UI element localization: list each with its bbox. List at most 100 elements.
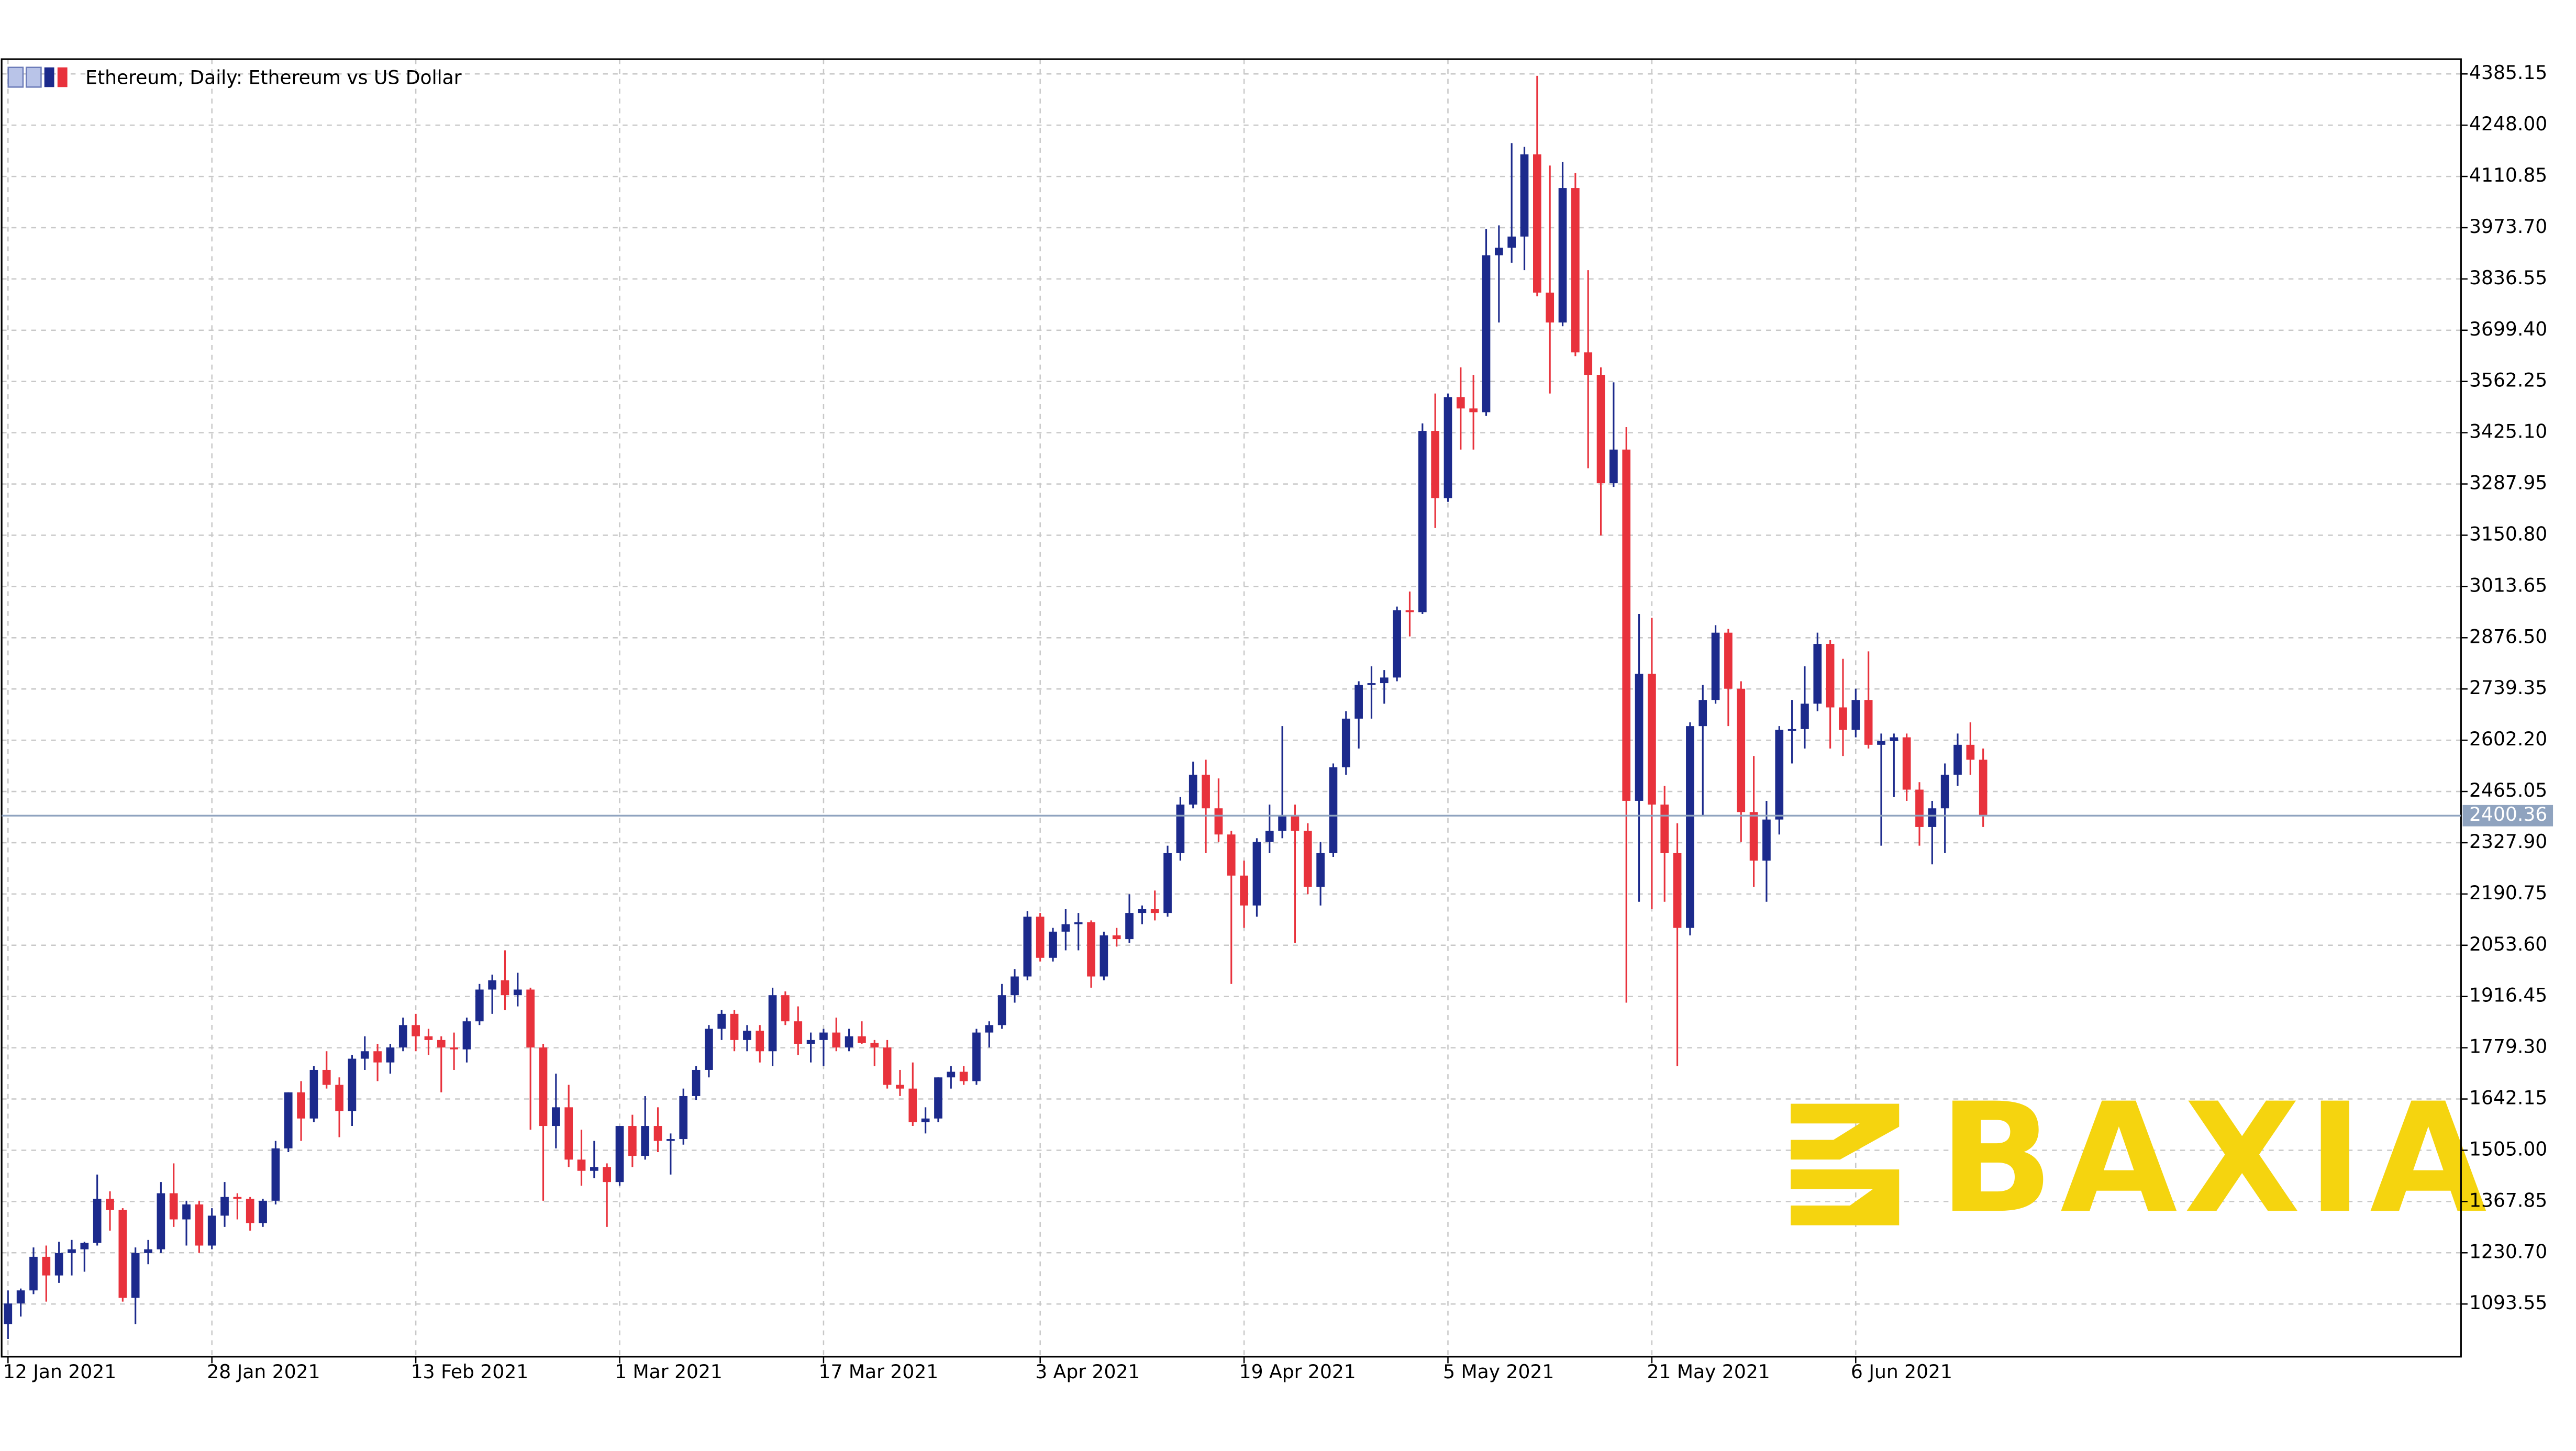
y-tick-label: 1642.15 bbox=[2469, 1087, 2547, 1109]
candle-body bbox=[819, 1032, 828, 1040]
candle-body bbox=[934, 1077, 942, 1119]
candle-body bbox=[1839, 707, 1847, 730]
symbol-icon bbox=[7, 66, 68, 88]
candle-body bbox=[1877, 741, 1885, 745]
x-tick-label: 21 May 2021 bbox=[1647, 1361, 1770, 1383]
candle-body bbox=[398, 1025, 407, 1048]
candle-body bbox=[1125, 913, 1134, 940]
candle-body bbox=[1546, 293, 1555, 323]
candle-body bbox=[118, 1210, 127, 1298]
candle-body bbox=[513, 989, 522, 996]
candle-body bbox=[220, 1197, 229, 1216]
candle-body bbox=[1813, 644, 1822, 704]
candle-body bbox=[1648, 674, 1656, 805]
candle-body bbox=[450, 1047, 458, 1050]
candle-body bbox=[144, 1249, 152, 1253]
candle-body bbox=[1011, 976, 1019, 996]
candle-body bbox=[1252, 842, 1261, 906]
candle-body bbox=[1444, 397, 1452, 498]
candle-body bbox=[1698, 700, 1707, 727]
y-tick-label: 2190.75 bbox=[2469, 882, 2547, 904]
candle-body bbox=[1278, 816, 1286, 831]
candle-body bbox=[1966, 744, 1975, 760]
candle-body bbox=[1686, 726, 1694, 928]
candle-body bbox=[1265, 831, 1274, 842]
x-tick-label: 12 Jan 2021 bbox=[3, 1361, 116, 1383]
candle-body bbox=[641, 1126, 650, 1156]
y-tick-label: 1916.45 bbox=[2469, 985, 2547, 1007]
candle-body bbox=[93, 1199, 102, 1243]
candle-body bbox=[1393, 610, 1401, 678]
candle-body bbox=[437, 1040, 446, 1048]
x-tick-label: 1 Mar 2021 bbox=[615, 1361, 723, 1383]
candle-body bbox=[106, 1199, 114, 1210]
candle-body bbox=[1787, 729, 1796, 731]
candle-body bbox=[1724, 632, 1733, 689]
candle-body bbox=[424, 1036, 433, 1040]
logo-shape bbox=[1791, 1169, 1900, 1225]
candle-body bbox=[157, 1193, 165, 1249]
candle-body bbox=[1609, 449, 1618, 484]
candle-body bbox=[806, 1040, 815, 1044]
candle-body bbox=[1507, 236, 1516, 248]
candle-body bbox=[309, 1069, 318, 1119]
candle-body bbox=[1979, 760, 1987, 816]
last-price-label: 2400.36 bbox=[2469, 803, 2547, 825]
candle-body bbox=[373, 1051, 382, 1063]
candle-body bbox=[883, 1047, 892, 1085]
candle-body bbox=[858, 1036, 866, 1043]
candle-body bbox=[1227, 834, 1236, 876]
candle-body bbox=[1418, 431, 1427, 612]
candle-body bbox=[207, 1215, 216, 1246]
candle-body bbox=[985, 1025, 994, 1033]
candle-body bbox=[233, 1197, 242, 1199]
candle-body bbox=[832, 1032, 841, 1048]
candle-body bbox=[1405, 610, 1414, 612]
candle-body bbox=[462, 1021, 471, 1050]
candle-body bbox=[972, 1032, 981, 1081]
candle-body bbox=[1202, 774, 1210, 809]
candle-body bbox=[360, 1051, 369, 1059]
candle-body bbox=[1915, 789, 1924, 827]
candle-body bbox=[564, 1107, 573, 1160]
candle-body bbox=[590, 1167, 598, 1171]
candle-body bbox=[692, 1069, 701, 1096]
candle-body bbox=[501, 980, 509, 996]
candle-body bbox=[1112, 935, 1121, 940]
y-tick-label: 2739.35 bbox=[2469, 677, 2547, 699]
plot-frame bbox=[1, 58, 2462, 1358]
candle-body bbox=[653, 1126, 662, 1141]
candle-body bbox=[1100, 935, 1108, 977]
candle-body bbox=[182, 1204, 191, 1220]
x-tick-label: 17 Mar 2021 bbox=[819, 1361, 939, 1383]
candle-body bbox=[131, 1253, 140, 1298]
candle-body bbox=[1482, 255, 1491, 412]
candle-body bbox=[1826, 644, 1835, 708]
candle-body bbox=[1074, 922, 1083, 924]
candle-body bbox=[488, 980, 496, 990]
candle-body bbox=[169, 1193, 178, 1220]
candle-body bbox=[1163, 853, 1172, 913]
y-tick-label: 3425.10 bbox=[2469, 421, 2547, 443]
y-tick-label: 4110.85 bbox=[2469, 164, 2547, 186]
y-tick-label: 3836.55 bbox=[2469, 267, 2547, 289]
candle-body bbox=[908, 1088, 917, 1122]
candle-body bbox=[271, 1148, 280, 1201]
candle-body bbox=[1635, 674, 1644, 801]
candle-body bbox=[1061, 924, 1070, 932]
x-tick-label: 28 Jan 2021 bbox=[207, 1361, 320, 1383]
y-tick-label: 2465.05 bbox=[2469, 779, 2547, 801]
candle-body bbox=[1673, 853, 1682, 928]
candle-body bbox=[1431, 431, 1439, 498]
candle-body bbox=[1494, 248, 1503, 255]
candle-body bbox=[80, 1243, 89, 1249]
candle-body bbox=[794, 1021, 803, 1044]
candle-body bbox=[1584, 352, 1593, 375]
candle-body bbox=[297, 1092, 305, 1119]
candle-body bbox=[768, 995, 777, 1052]
candle-body bbox=[1341, 718, 1350, 767]
y-tick-label: 2327.90 bbox=[2469, 831, 2547, 853]
candle-body bbox=[1851, 700, 1860, 730]
candle-body bbox=[1189, 774, 1197, 805]
